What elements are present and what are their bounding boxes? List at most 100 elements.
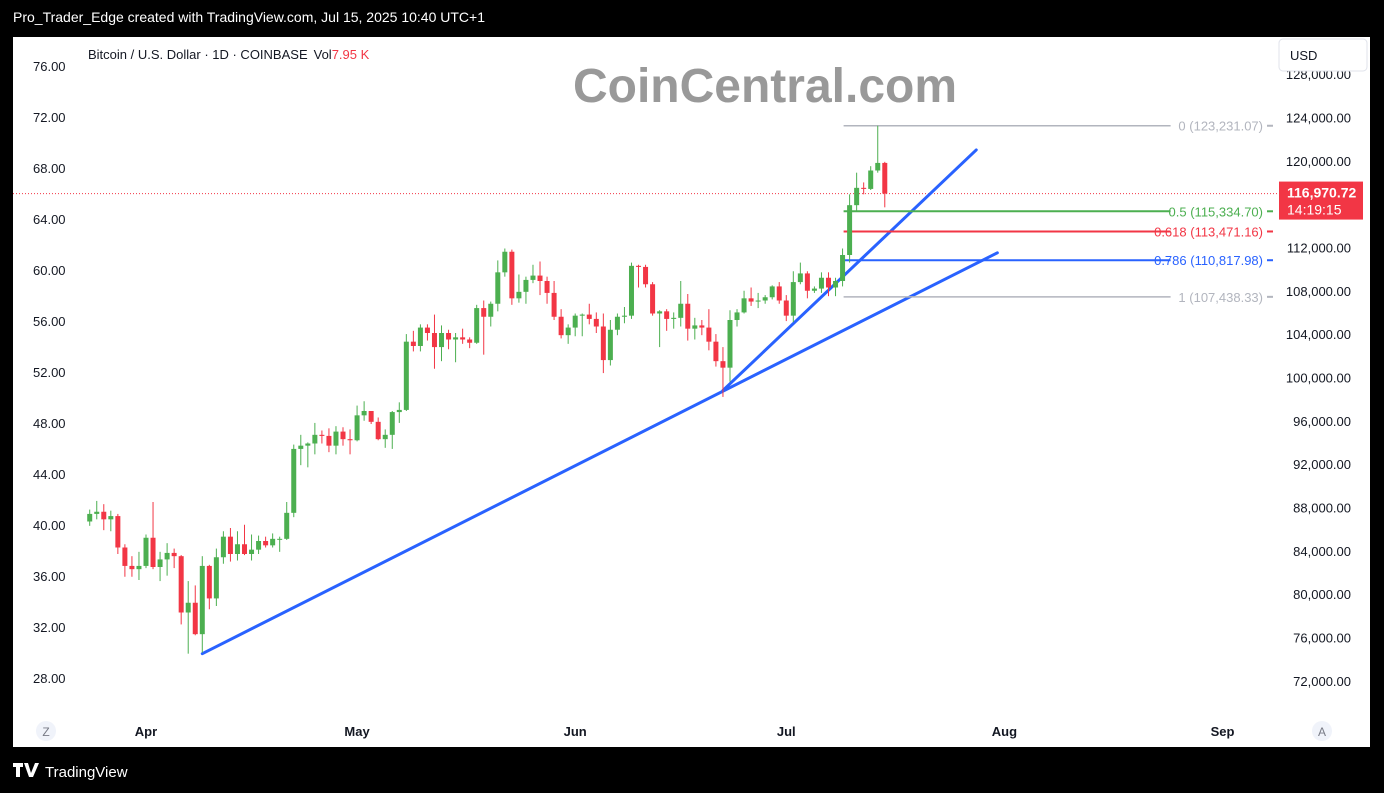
z-button-label[interactable]: Z [42,725,49,739]
candle-body [94,511,100,514]
candle [502,248,508,277]
last-price-countdown: 14:19:15 [1287,202,1342,218]
trendlines[interactable] [200,148,999,656]
candle-body [291,448,297,513]
currency-button-label[interactable]: USD [1290,48,1317,63]
candle-body [868,170,874,189]
candle-body [530,275,536,280]
candle-body [326,435,332,446]
a-button-label[interactable]: A [1318,725,1326,739]
candle-body [833,281,839,288]
candle-body [551,292,557,317]
candle [108,510,114,532]
candle [586,303,592,325]
auto-scale-button-right[interactable]: A [1312,721,1332,741]
candle-body [467,339,473,343]
auto-scale-button-left[interactable]: Z [36,721,56,741]
fibonacci-retracement[interactable]: 0 (123,231.07) 0.5 (115,334.70) 0.618 (113… [843,119,1273,305]
candle [256,535,262,554]
candle [375,417,381,441]
trendline-1[interactable] [200,251,999,656]
chart-caption: Pro_Trader_Edge created with TradingView… [13,9,485,25]
candle [657,310,663,348]
candle [157,551,163,582]
candle-body [227,536,233,554]
candle-body [614,316,620,330]
candle-body [122,547,128,566]
candle [326,428,332,453]
candle [650,282,656,316]
price-chart[interactable]: CoinCentral.com Bitcoin / U.S. Dollar · … [13,37,1370,747]
candle [875,125,881,173]
candle [270,533,276,548]
candle [797,262,803,285]
last-price-label: 116,970.72 14:19:15 [1279,181,1363,220]
right-axis-tick: 92,000.00 [1293,457,1351,472]
candle-body [178,556,184,613]
candle [446,329,452,350]
candle-body [164,552,170,560]
candle-body [628,265,634,316]
fib-level-label: 0.5 (115,334.70) [1169,204,1263,219]
candle [600,313,606,374]
candle [249,534,255,561]
candle-body [312,434,318,444]
candle [87,509,93,526]
time-axis[interactable]: Apr May Jun Jul Aug Sep [135,724,1235,739]
right-axis-tick: 80,000.00 [1293,587,1351,602]
candle-body [234,544,240,554]
candle [678,281,684,327]
candle-body [129,565,135,570]
fib-level-label: 0.786 (110,817.98) [1154,253,1263,268]
candle-body [87,513,93,522]
time-axis-tick: Sep [1211,724,1235,739]
candle [685,294,691,341]
candle [171,548,177,569]
candle [340,427,346,446]
candle-body [720,361,726,368]
candle-body [333,431,339,446]
left-axis-tick: 36.00 [33,569,66,584]
candle-body [755,300,761,302]
candles [87,125,888,654]
candle [396,402,402,423]
candle-body [375,421,381,440]
candle [284,502,290,540]
candle [136,551,142,580]
candle [706,309,712,351]
candle-body [593,318,599,327]
chart-frame: CoinCentral.com Bitcoin / U.S. Dollar · … [13,37,1370,747]
candle-body [586,314,592,319]
candle-body [185,602,191,613]
candle-body [143,537,149,566]
candle-body [607,329,613,361]
currency-button[interactable]: USD [1278,38,1368,72]
candle-body [734,312,740,320]
candle [861,182,867,195]
candle-body [818,277,824,289]
candle-body [213,557,219,599]
left-axis-tick: 56.00 [33,314,66,329]
candle [115,513,121,554]
candle [460,328,466,344]
candle [551,281,557,320]
candle [825,272,831,297]
candle [692,317,698,340]
candle-body [439,333,445,348]
candle-body [558,316,564,336]
candle-body [706,327,712,342]
candle [263,536,269,548]
candle-body [192,602,198,635]
trendline-2[interactable] [721,148,978,392]
candle [804,271,810,299]
candle-body [650,284,656,314]
candle [509,249,515,305]
candle-body [460,337,466,340]
candle-body [685,303,691,329]
candle [424,324,430,341]
candle [417,324,423,352]
right-axis-tick: 120,000.00 [1286,154,1351,169]
candle [291,444,297,518]
candle-body [692,325,698,329]
candle [621,307,627,324]
